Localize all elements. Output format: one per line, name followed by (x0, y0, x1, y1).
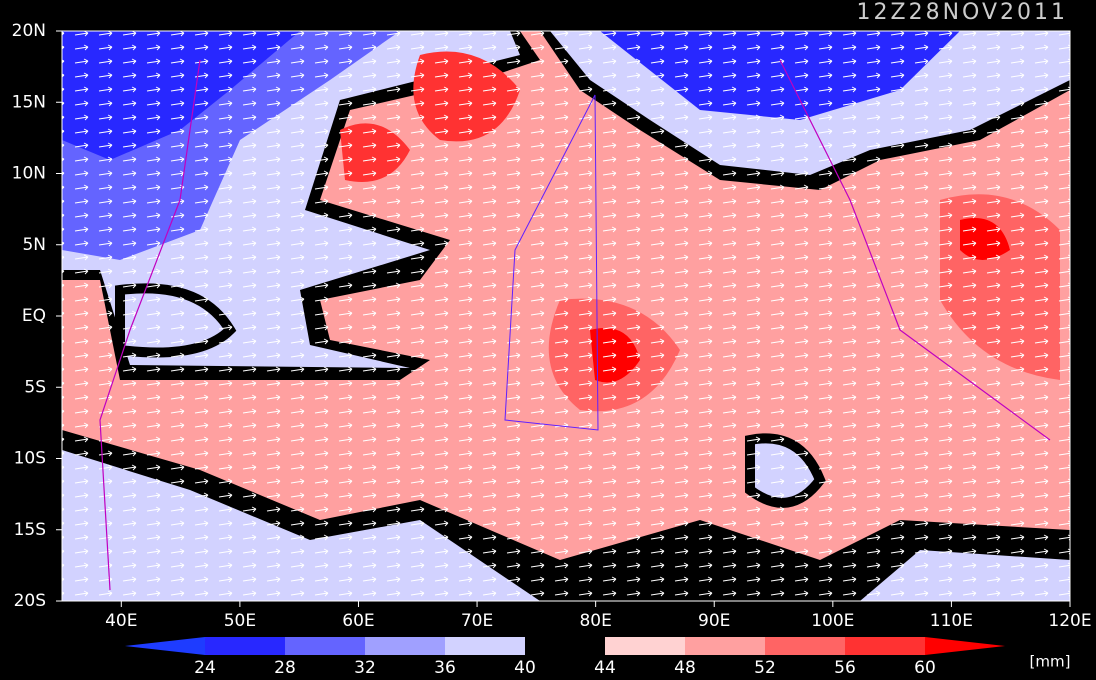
lon-label: 90E (698, 611, 730, 631)
colorbar-unit: [mm] (1030, 653, 1071, 671)
colorbar-label: 28 (274, 658, 296, 678)
colorbar-label: 36 (434, 658, 456, 678)
lat-axis: 20N 15N 10N 5N EQ 5S 10S 15S 20S (12, 21, 62, 611)
colorbar-segment (445, 637, 525, 655)
lat-label: 10N (12, 164, 46, 184)
colorbar-arrow-high (925, 637, 1005, 655)
colorbar-segment (765, 637, 845, 655)
lat-label: EQ (22, 306, 46, 326)
colorbar-label: 40 (514, 658, 536, 678)
colorbar-label: 56 (834, 658, 856, 678)
colorbar: 24 28 32 36 40 44 48 52 56 60 (125, 637, 1005, 678)
lat-label: 20N (12, 21, 46, 41)
colorbar-segment (365, 637, 445, 655)
lon-label: 40E (105, 611, 137, 631)
colorbar-segment (205, 637, 285, 655)
lon-label: 110E (930, 611, 973, 631)
colorbar-segment (285, 637, 365, 655)
colorbar-label: 48 (674, 658, 696, 678)
map-field (62, 31, 1070, 601)
lat-label: 5N (22, 235, 46, 255)
colorbar-arrow-low (125, 637, 205, 655)
colorbar-label: 32 (354, 658, 376, 678)
lon-label: 120E (1048, 611, 1091, 631)
lon-label: 60E (342, 611, 374, 631)
colorbar-segment (845, 637, 925, 655)
colorbar-segment (685, 637, 765, 655)
timestamp: 12Z28NOV2011 (857, 0, 1068, 25)
lat-label: 20S (14, 591, 46, 611)
lat-label: 10S (14, 449, 46, 469)
lat-label: 15N (12, 92, 46, 112)
box-outline (504, 94, 599, 431)
colorbar-label: 60 (914, 658, 936, 678)
colorbar-segment (525, 637, 605, 655)
colorbar-label: 44 (594, 658, 616, 678)
colorbar-segment (605, 637, 685, 655)
lon-label: 100E (811, 611, 854, 631)
coastlines (99, 59, 1051, 591)
colorbar-label: 24 (194, 658, 216, 678)
lon-label: 50E (224, 611, 256, 631)
lat-label: 5S (24, 377, 46, 397)
lon-label: 80E (579, 611, 611, 631)
lon-label: 70E (461, 611, 493, 631)
lon-axis: 40E 50E 60E 70E 80E 90E 100E 110E 120E (105, 601, 1092, 631)
wind-vectors (62, 31, 1070, 601)
lat-label: 15S (14, 520, 46, 540)
colorbar-label: 52 (754, 658, 776, 678)
